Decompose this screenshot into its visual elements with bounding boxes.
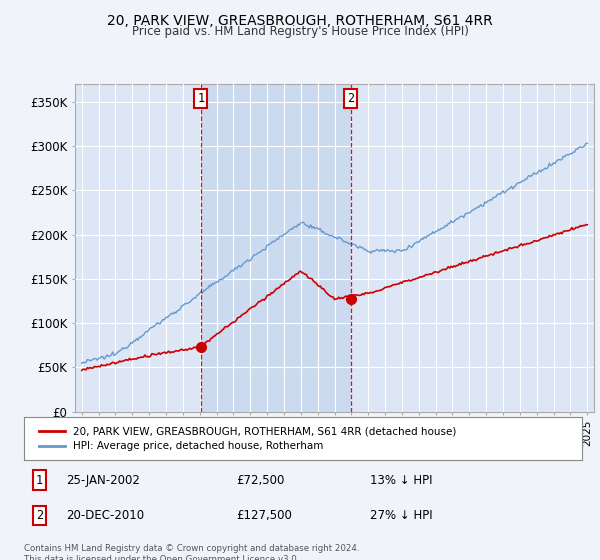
Text: 2: 2 — [347, 92, 355, 105]
Text: Price paid vs. HM Land Registry's House Price Index (HPI): Price paid vs. HM Land Registry's House … — [131, 25, 469, 38]
Bar — [201, 84, 351, 412]
Text: Contains HM Land Registry data © Crown copyright and database right 2024.
This d: Contains HM Land Registry data © Crown c… — [24, 544, 359, 560]
Text: 27% ↓ HPI: 27% ↓ HPI — [370, 509, 433, 522]
Text: £72,500: £72,500 — [236, 474, 284, 487]
Text: 1: 1 — [36, 474, 43, 487]
Legend: 20, PARK VIEW, GREASBROUGH, ROTHERHAM, S61 4RR (detached house), HPI: Average pr: 20, PARK VIEW, GREASBROUGH, ROTHERHAM, S… — [35, 422, 461, 455]
Text: £127,500: £127,500 — [236, 509, 292, 522]
Text: 20, PARK VIEW, GREASBROUGH, ROTHERHAM, S61 4RR: 20, PARK VIEW, GREASBROUGH, ROTHERHAM, S… — [107, 14, 493, 28]
Text: 1: 1 — [197, 92, 205, 105]
Text: 25-JAN-2002: 25-JAN-2002 — [66, 474, 140, 487]
Text: 13% ↓ HPI: 13% ↓ HPI — [370, 474, 433, 487]
Text: 20-DEC-2010: 20-DEC-2010 — [66, 509, 144, 522]
Text: 2: 2 — [36, 509, 43, 522]
